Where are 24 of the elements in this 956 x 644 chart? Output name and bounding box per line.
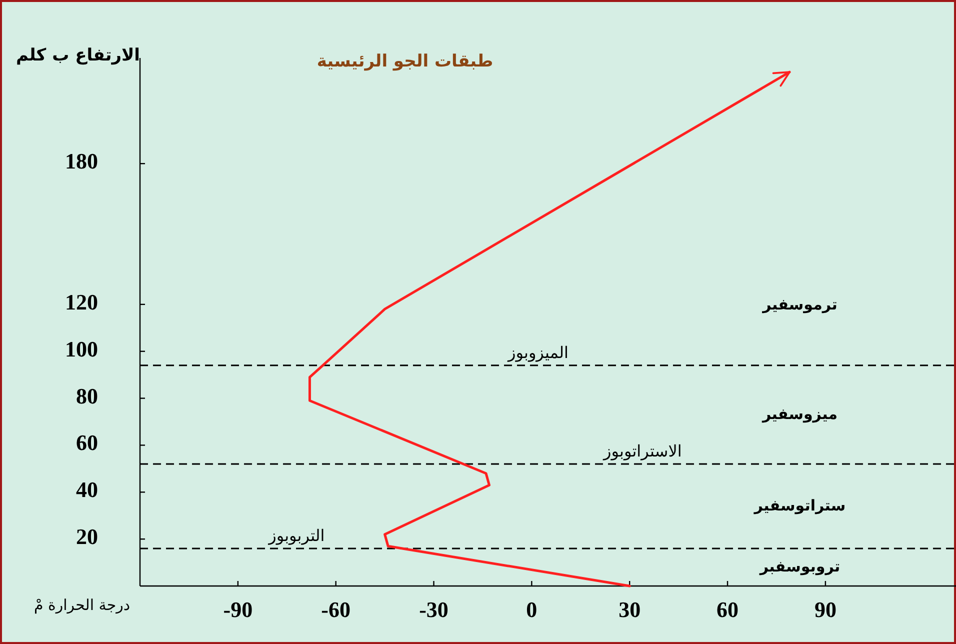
x-tick-label: 90	[814, 597, 836, 622]
y-axis-title: الارتفاع ب كلم	[16, 46, 140, 66]
ref-line-label: الاستراتوبوز	[602, 441, 682, 460]
chart-title: طبقات الجو الرئيسية	[316, 52, 494, 72]
x-tick-label: 30	[618, 597, 641, 622]
x-tick-label: 60	[716, 597, 739, 622]
ref-line-label: التربوبوز	[268, 526, 325, 545]
y-tick-label: 20	[76, 524, 98, 550]
x-axis-title: درجة الحرارة مْ	[34, 596, 130, 614]
x-tick-label: -60	[321, 597, 351, 622]
ref-line-label: الميزوبوز	[507, 342, 568, 362]
x-tick-label: -90	[223, 597, 253, 622]
annotation: ترموسفير	[762, 296, 838, 314]
x-tick-label: 0	[526, 597, 538, 622]
y-tick-label: 80	[76, 383, 98, 408]
y-tick-label: 180	[65, 148, 98, 174]
annotation: ميزوسفير	[761, 404, 838, 423]
annotation: تروبوسفبر	[758, 557, 840, 576]
y-tick-label: 60	[76, 430, 98, 456]
y-tick-label: 40	[76, 477, 98, 502]
y-tick-label: 100	[65, 336, 98, 362]
annotation: ستراتوسفير	[753, 496, 846, 514]
x-tick-label: -30	[419, 597, 448, 622]
y-tick-label: 120	[65, 289, 98, 314]
